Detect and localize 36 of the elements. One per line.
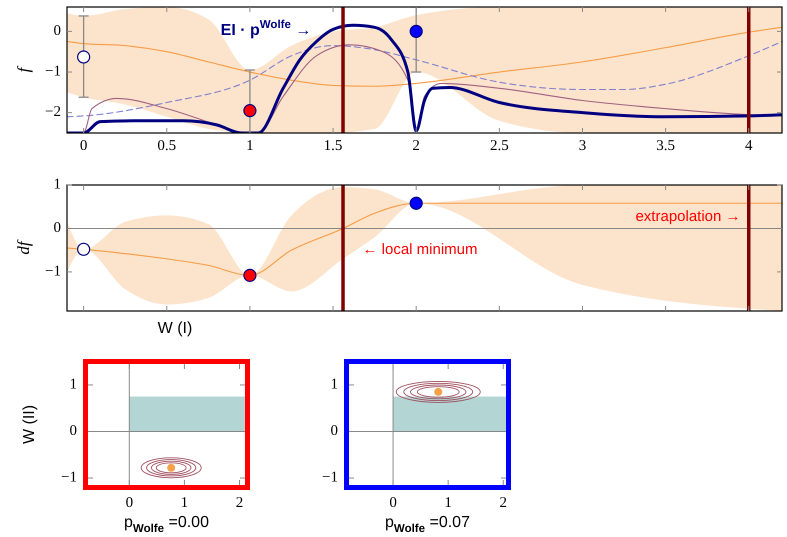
y-tick-label: −1 (61, 469, 77, 486)
y-axis-title: W (II) (21, 404, 38, 444)
x-tick-label: 0 (389, 495, 397, 511)
x-tick-label: 3 (578, 138, 586, 154)
x-tick-label: 2 (236, 495, 244, 511)
annotation: extrapolation → (635, 208, 741, 225)
x-tick-label: 0 (126, 495, 134, 511)
x-tick-label: 1 (246, 138, 254, 154)
y-tick-label: −2 (45, 104, 61, 120)
y-tick-label: 1 (54, 176, 61, 192)
annotation: EI · p$^{Wolfe}$ → (220, 19, 312, 40)
x-tick-label: 2.5 (490, 138, 509, 154)
x-axis-title: W (I) (158, 320, 192, 338)
y-tick-label: 0 (70, 422, 77, 439)
annotation: ← local minimum (362, 240, 478, 258)
x-tick-label: 0.5 (157, 138, 176, 154)
y-tick-label: 1 (70, 376, 77, 392)
x-tick-label: 1 (180, 495, 188, 511)
y-tick-label: 0 (54, 220, 61, 236)
y-tick-label: −1 (45, 263, 61, 280)
y-tick-label: 0 (54, 22, 61, 39)
y-tick-label: 1 (330, 376, 338, 392)
x-tick-label: 3.5 (656, 138, 675, 154)
x-tick-label: 0 (80, 138, 88, 154)
y-tick-label: −1 (322, 469, 338, 486)
x-tick-label: 2 (499, 495, 507, 511)
x-axis-title: p$_{Wolfe}$ =0.00 (124, 514, 210, 536)
x-tick-label: 1 (444, 495, 452, 511)
x-axis-title: p$_{Wolfe}$ =0.07 (385, 514, 470, 536)
y-tick-label: 0 (330, 422, 338, 439)
x-tick-label: 2 (412, 138, 420, 154)
y-axis-title: f (14, 65, 33, 72)
x-tick-label: 4 (744, 138, 753, 154)
y-tick-label: −1 (45, 63, 61, 80)
y-axis-title: df (14, 239, 33, 255)
x-tick-label: 1.5 (324, 138, 342, 154)
